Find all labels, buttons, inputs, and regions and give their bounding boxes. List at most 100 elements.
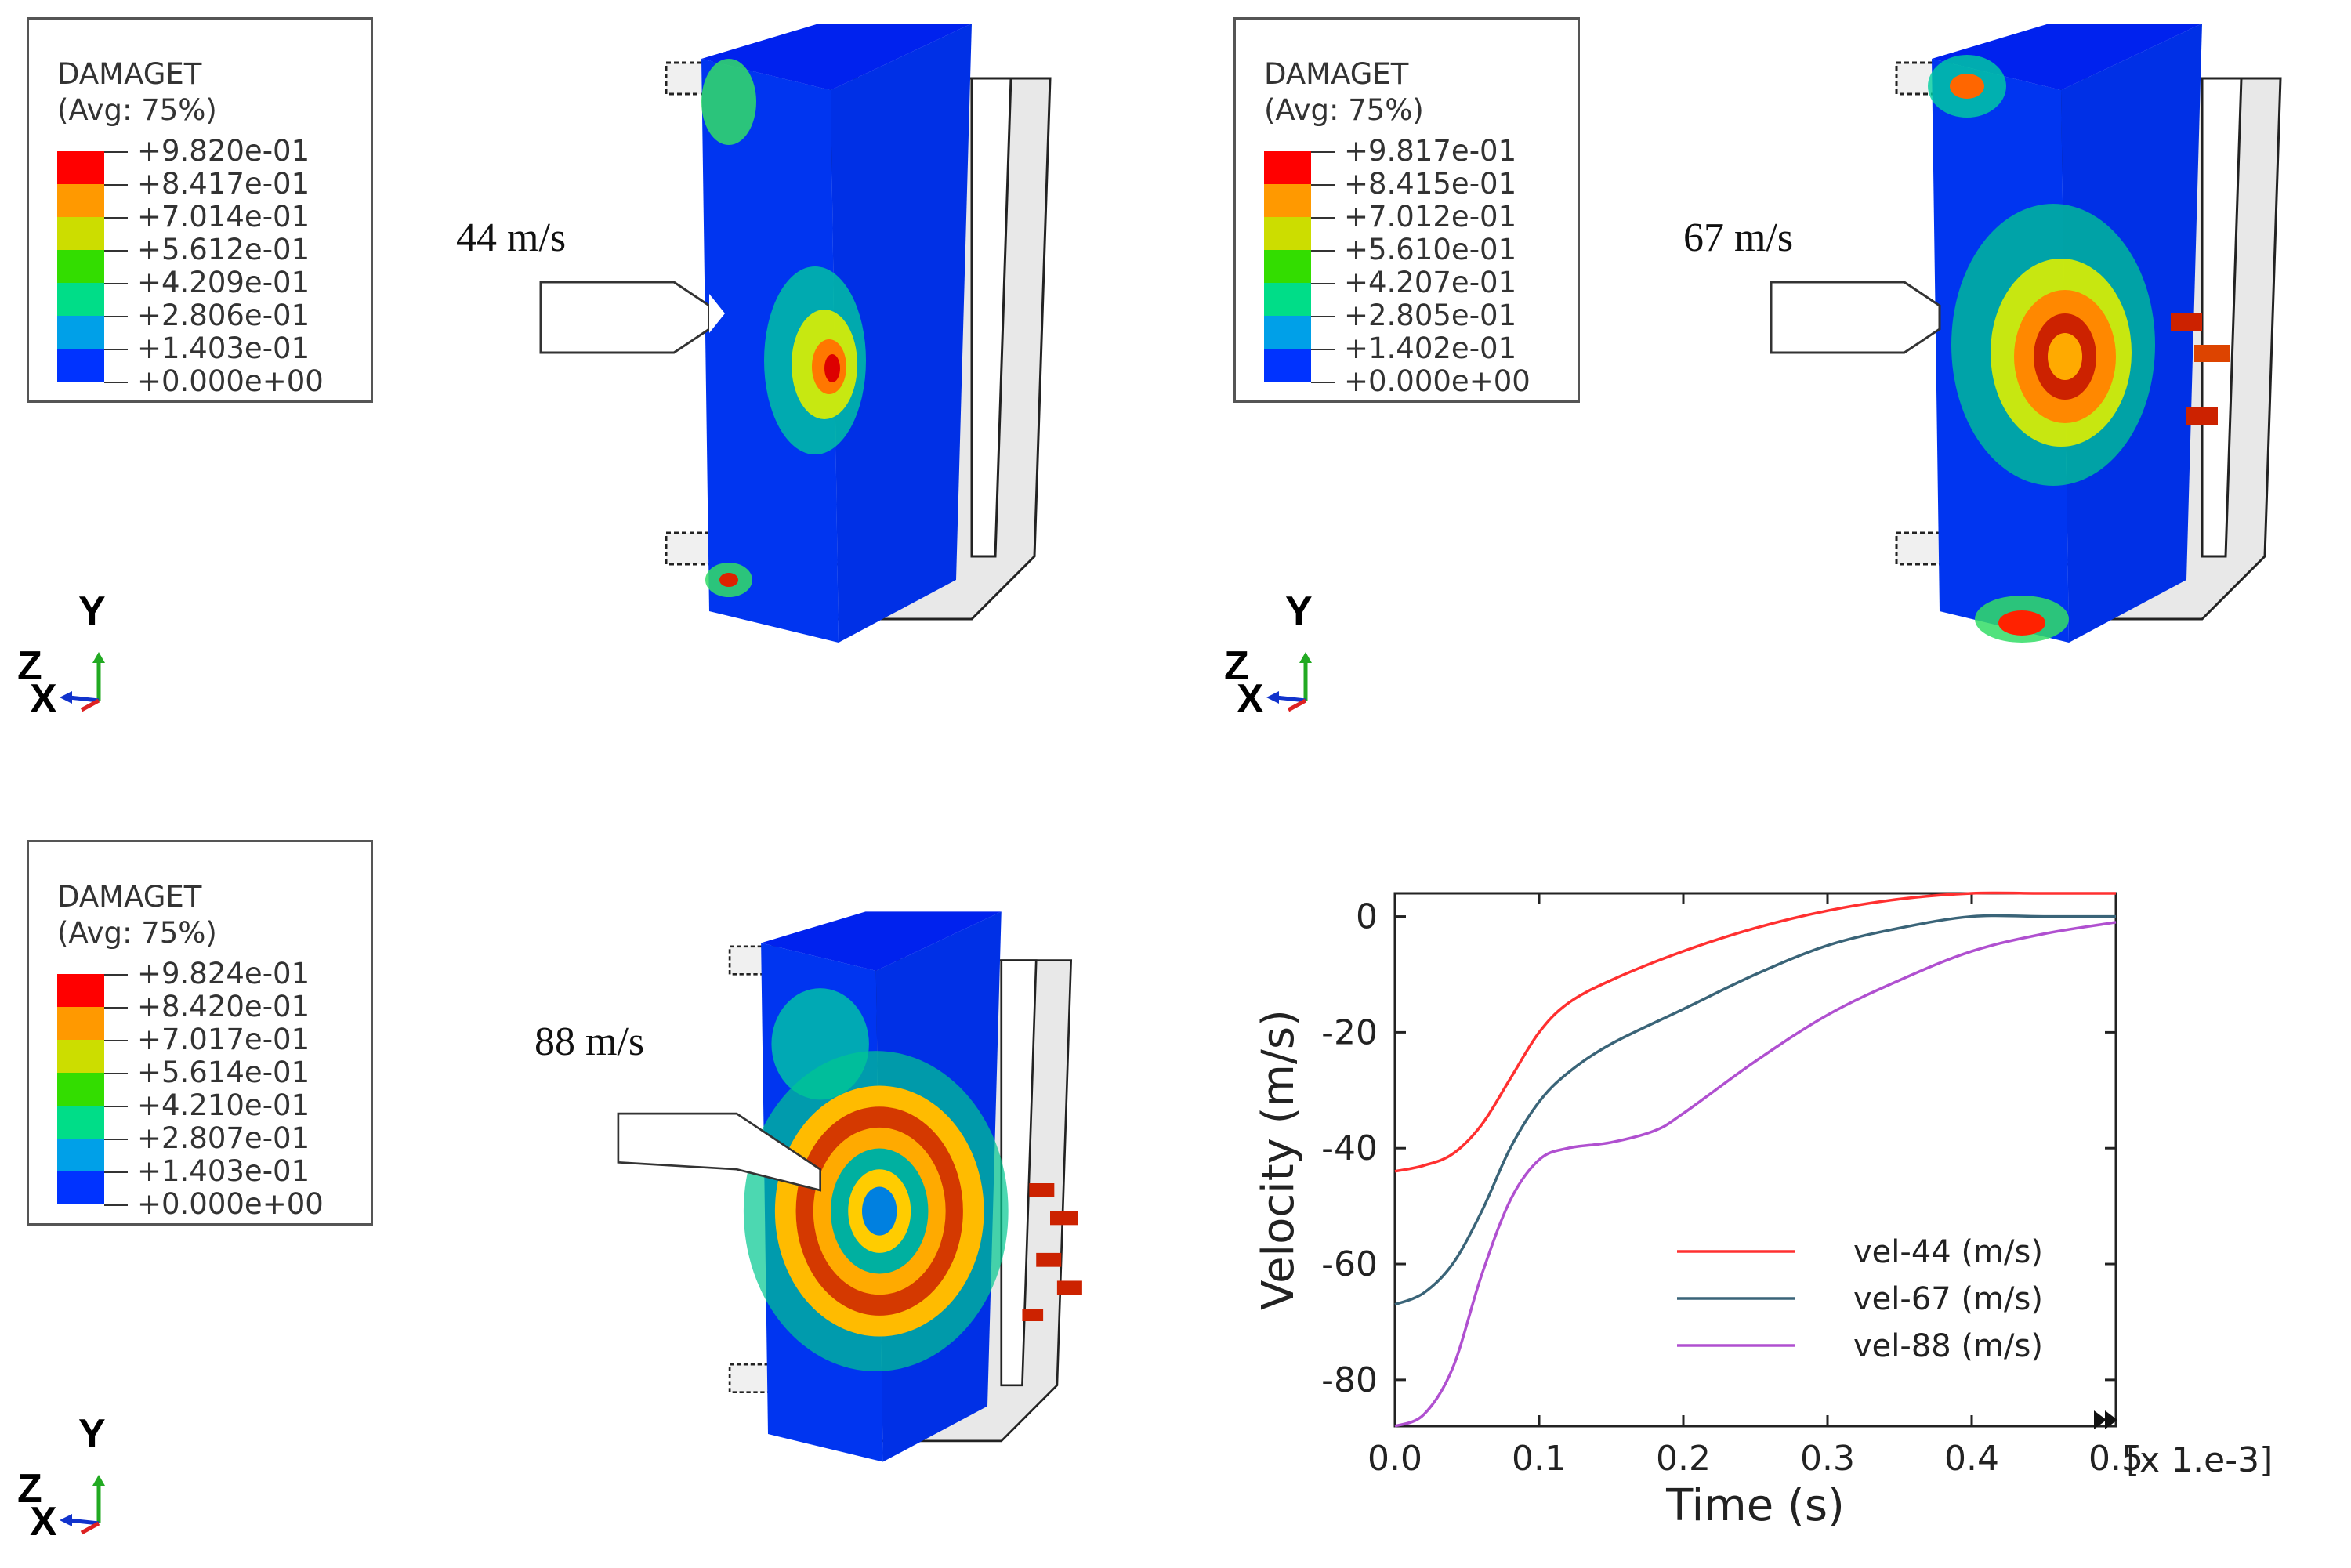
y-tick-label: -20 xyxy=(1321,1012,1378,1052)
impact-speed-label: 88 m/s xyxy=(534,1019,645,1064)
legend-value: +4.207e-01 xyxy=(1344,266,1517,299)
legend-entry: vel-67 (m/s) xyxy=(1853,1281,2043,1317)
legend-swatch xyxy=(57,1139,104,1171)
legend-value: +2.807e-01 xyxy=(137,1121,310,1155)
legend-value: +8.420e-01 xyxy=(137,990,310,1023)
velocity-chart: 0.0 0.1 0.2 0.3 0.4 0.5 0 -20 -40 -60 -80 vel-44 (… xyxy=(1253,891,2273,1531)
fast-forward-icon xyxy=(2094,1410,2117,1429)
triad-arrows xyxy=(1266,652,1312,712)
legend-value: +9.817e-01 xyxy=(1344,134,1517,168)
y-tick-label: -60 xyxy=(1321,1244,1378,1284)
y-tick-label: 0 xyxy=(1356,897,1378,937)
legend-swatch xyxy=(57,1106,104,1139)
legend-value: +0.000e+00 xyxy=(137,1187,324,1221)
legend-value: +7.012e-01 xyxy=(1344,200,1517,234)
y-axis-label: Velocity (m/s) xyxy=(1253,1009,1304,1310)
x-tick-label: 0.1 xyxy=(1512,1439,1567,1479)
x-tick-label: 0.3 xyxy=(1800,1439,1855,1479)
tick-layer: 0.0 0.1 0.2 0.3 0.4 0.5 0 -20 -40 -60 -80 xyxy=(1321,893,2143,1479)
specimen-model xyxy=(1770,24,2282,643)
x-tick-label: 0.5 xyxy=(2088,1439,2143,1479)
triad-arrows xyxy=(60,1475,105,1535)
legend-value: +8.417e-01 xyxy=(137,167,310,201)
triad-x-label: X xyxy=(1237,676,1264,722)
legend-swatch xyxy=(1264,250,1311,283)
legend-title: DAMAGET xyxy=(1264,57,1409,91)
legend-tick xyxy=(1311,349,1335,350)
legend-swatch xyxy=(57,184,104,217)
triad-z-label: Z xyxy=(1224,643,1249,689)
legend-tick xyxy=(104,1106,128,1107)
legend-swatch xyxy=(57,1171,104,1204)
series-line-1 xyxy=(1394,891,2116,1173)
triad-z-label: Z xyxy=(17,1466,42,1512)
legend-tick xyxy=(1311,283,1335,284)
x-axis-label: Time (s) xyxy=(1665,1480,1845,1531)
chart-legend: vel-44 (m/s) vel-67 (m/s) vel-88 (m/s) xyxy=(1677,1234,2043,1364)
triad-arrows xyxy=(60,652,105,712)
legend-value: +5.610e-01 xyxy=(1344,233,1517,266)
legend-tick xyxy=(104,1204,128,1206)
legend-swatch xyxy=(57,283,104,316)
plot-frame xyxy=(1393,892,2117,1428)
legend-entry: vel-44 (m/s) xyxy=(1853,1234,2043,1270)
triad-y-label: Y xyxy=(1285,588,1313,634)
triad-x-label: X xyxy=(30,1499,57,1544)
y-tick-label: -80 xyxy=(1321,1360,1378,1400)
legend-tick xyxy=(1311,250,1335,252)
axis-triad: Y Z X xyxy=(17,1410,127,1544)
damage-legend: DAMAGET (Avg: 75%) +9.817e-01 +8.415e-01 +… xyxy=(1233,17,1580,403)
legend-value: +9.820e-01 xyxy=(137,134,310,168)
legend-swatch xyxy=(57,151,104,184)
legend-value: +1.402e-01 xyxy=(1344,331,1517,365)
legend-value: +9.824e-01 xyxy=(137,957,310,990)
x-tick-label: 0.4 xyxy=(1944,1439,1999,1479)
legend-tick xyxy=(1311,151,1335,153)
legend-tick xyxy=(104,974,128,976)
legend-tick xyxy=(104,1171,128,1173)
panel-88: DAMAGET (Avg: 75%) +9.824e-01 +8.420e-01 +… xyxy=(0,823,1176,1568)
impact-speed-label: 67 m/s xyxy=(1683,215,1794,260)
legend-swatch xyxy=(1264,316,1311,349)
legend-value: +5.612e-01 xyxy=(137,233,310,266)
legend-tick xyxy=(104,1040,128,1041)
triad-y-label: Y xyxy=(78,1411,106,1457)
legend-swatch xyxy=(1264,184,1311,217)
legend-value: +1.403e-01 xyxy=(137,1154,310,1188)
legend-value: +8.415e-01 xyxy=(1344,167,1517,201)
x-tick-label: 0.2 xyxy=(1656,1439,1711,1479)
legend-tick xyxy=(104,1139,128,1140)
legend-swatch xyxy=(1264,283,1311,316)
legend-swatch xyxy=(57,217,104,250)
damage-legend: DAMAGET (Avg: 75%) +9.820e-01 +8.417e-01 +… xyxy=(27,17,373,403)
legend-tick xyxy=(1311,217,1335,219)
legend-value: +0.000e+00 xyxy=(137,364,324,398)
legend-value: +5.614e-01 xyxy=(137,1056,310,1089)
legend-tick xyxy=(1311,316,1335,317)
series-line-2 xyxy=(1394,914,2116,1306)
axis-triad: Y Z X xyxy=(17,588,127,722)
axis-triad: Y Z X xyxy=(1224,588,1334,722)
specimen-model xyxy=(617,911,1082,1462)
legend-value: +2.805e-01 xyxy=(1344,299,1517,332)
legend-value: +0.000e+00 xyxy=(1344,364,1531,398)
impact-speed-label: 44 m/s xyxy=(456,215,567,260)
y-tick-label: -40 xyxy=(1321,1128,1378,1168)
x-multiplier-label: [x 1.e-3] xyxy=(2126,1440,2273,1480)
legend-title: DAMAGET xyxy=(57,880,202,914)
legend-swatch xyxy=(57,1040,104,1073)
series-line-3 xyxy=(1394,921,2117,1428)
legend-tick xyxy=(104,283,128,284)
legend-tick xyxy=(1311,382,1335,383)
legend-tick xyxy=(104,349,128,350)
damage-legend: DAMAGET (Avg: 75%) +9.824e-01 +8.420e-01 +… xyxy=(27,840,373,1226)
legend-tick xyxy=(104,382,128,383)
legend-tick xyxy=(104,316,128,317)
legend-value: +4.210e-01 xyxy=(137,1088,310,1122)
legend-tick xyxy=(104,1073,128,1074)
triad-z-label: Z xyxy=(17,643,42,689)
panel-44: DAMAGET (Avg: 75%) +9.820e-01 +8.417e-01 +… xyxy=(0,0,1176,752)
legend-tick xyxy=(104,250,128,252)
legend-value: +7.017e-01 xyxy=(137,1023,310,1056)
legend-title: DAMAGET xyxy=(57,57,202,91)
